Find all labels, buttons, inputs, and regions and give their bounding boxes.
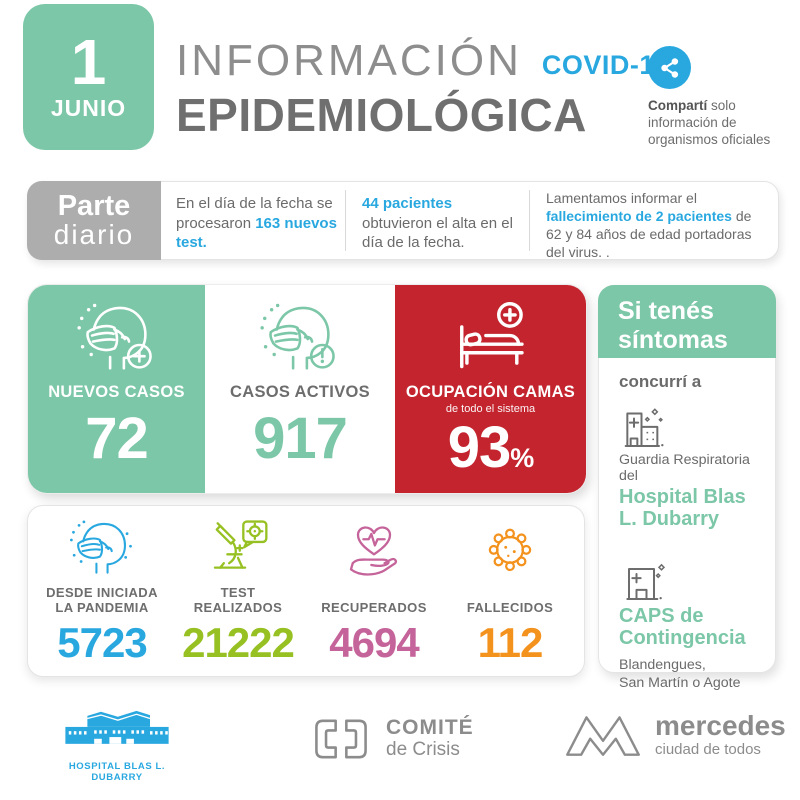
tests-text-pre: En el día de la fecha se procesaron <box>176 195 333 232</box>
comite-logo-icon <box>315 719 367 759</box>
masked-face-alert-icon <box>260 303 335 370</box>
date-box: 1 JUNIO <box>23 4 154 150</box>
page-title-regular: INFORMACIÓN <box>176 36 522 85</box>
mercedes-logo-icon <box>566 716 640 756</box>
mercedes-logo-line1: mercedes <box>655 710 786 742</box>
caps-detail-line1: Blandengues, <box>619 656 706 673</box>
virus-icon <box>488 528 532 572</box>
bed-occupancy-number: 93 <box>447 415 512 480</box>
pandemic-total-label-line1: DESDE INICIADA <box>46 584 158 600</box>
alta-text-highlight: 44 pacientes <box>362 195 453 212</box>
pandemic-total-label-line2: LA PANDEMIA <box>55 600 149 616</box>
daily-report-label-light: diario <box>53 219 135 250</box>
mercedes-logo: mercedes ciudad de todos <box>563 704 786 766</box>
deaths-text-post: de 62 y 84 años de edad portadoras del v… <box>546 207 752 260</box>
active-cases-label: CASOS ACTIVOS <box>230 383 370 401</box>
recovered-total-label: RECUPERADOS <box>321 582 427 616</box>
tests-text-highlight: 163 nuevos test. <box>176 214 337 252</box>
share-glyph <box>660 57 678 78</box>
daily-report-label-bold: Parte <box>57 190 131 222</box>
deaths-total-col: FALLECIDOS 112 <box>442 516 578 676</box>
caps-name-line2: Contingencia <box>619 627 746 650</box>
deaths-total-value: 112 <box>477 619 544 666</box>
active-cases-value: 917 <box>253 406 348 471</box>
hospital-logo-label: HOSPITAL BLAS L. DUBARRY <box>68 761 166 783</box>
guardia-name: Hospital Blas L. Dubarry <box>619 486 763 531</box>
tests-total-value: 21222 <box>182 619 295 666</box>
guardia-pretext: Guardia Respiratoria del <box>619 452 750 484</box>
symptoms-title-line2: síntomas <box>618 325 728 354</box>
pandemic-total-value: 5723 <box>57 619 147 666</box>
alta-text-post: obtuvieron el alta en el día de la fecha… <box>362 214 513 252</box>
share-icon <box>648 46 691 89</box>
caps-detail-line2: San Martín o Agote <box>619 675 741 692</box>
daily-report-label: Parte diario <box>27 181 161 260</box>
hospital-building-icon <box>624 408 664 447</box>
daily-report-alta-text: 44 pacientes obtuvieron el alta en el dí… <box>362 194 520 253</box>
title-block: INFORMACIÓN COVID-19 EPIDEMIOLÓGICA <box>176 36 670 142</box>
recovered-total-col: RECUPERADOS 4694 <box>306 516 442 676</box>
share-note-bold: Compartí <box>648 98 708 113</box>
daily-report-tests-text: En el día de la fecha se procesaron 163 … <box>176 194 340 253</box>
page-title-bold: EPIDEMIOLÓGICA <box>176 89 587 141</box>
bed-occupancy-label: OCUPACIÓN CAMAS <box>405 383 576 401</box>
daily-report-panel: Parte diario En el día de la fecha se pr… <box>27 181 779 260</box>
new-cases-label: NUEVOS CASOS <box>48 383 185 401</box>
recovered-total-value: 4694 <box>329 619 419 666</box>
symptoms-header: Si tenés síntomas <box>598 285 776 358</box>
active-cases-card: CASOS ACTIVOS 917 <box>205 285 395 493</box>
bed-occupancy-card: OCUPACIÓN CAMAS de todo el sistema 93% <box>395 285 586 493</box>
divider <box>345 190 346 251</box>
hospital-logo-icon <box>65 710 169 744</box>
totals-panel: DESDE INICIADA LA PANDEMIA 5723 <box>27 505 585 677</box>
heart-hand-icon <box>349 526 397 576</box>
mercedes-logo-line2: ciudad de todos <box>655 740 761 758</box>
hospital-bed-icon <box>459 302 524 369</box>
comite-logo: COMITÉ de Crisis <box>310 714 474 764</box>
caps-name: CAPS de Contingencia <box>619 605 763 650</box>
tests-total-label-line1: TEST <box>220 584 256 600</box>
deaths-text-pre: Lamentamos informar el <box>546 190 697 206</box>
deaths-total-label-line2: FALLECIDOS <box>466 600 554 616</box>
share-note-rest: solo información de organismos oficiales <box>648 98 771 147</box>
pandemic-total-label: DESDE INICIADA LA PANDEMIA <box>46 582 158 616</box>
daily-report-deaths-text: Lamentamos informar el fallecimiento de … <box>546 190 770 262</box>
tests-total-label-line2: REALIZADOS <box>193 600 283 616</box>
tests-total-label: TEST REALIZADOS <box>194 582 283 616</box>
caps-building-icon <box>626 563 666 600</box>
masked-face-plus-icon <box>76 303 152 370</box>
symptoms-title-line1: Si tenés <box>618 297 714 325</box>
date-month: JUNIO <box>50 94 127 121</box>
symptoms-intro: concurrí a <box>619 372 702 391</box>
recovered-total-label-line2: RECUPERADOS <box>321 600 427 616</box>
share-note: Compartí solo información de organismos … <box>648 97 790 148</box>
new-cases-card: NUEVOS CASOS 72 <box>28 285 205 493</box>
pandemic-total-col: DESDE INICIADA LA PANDEMIA 5723 <box>34 516 170 676</box>
microscope-icon <box>213 520 268 569</box>
comite-logo-line2: de Crisis <box>386 739 460 761</box>
caps-name-line1: CAPS de <box>619 604 704 627</box>
tests-total-col: TEST REALIZADOS 21222 <box>170 516 306 676</box>
bed-occupancy-value: 93% <box>448 419 535 477</box>
date-day: 1 <box>70 26 107 99</box>
new-cases-value: 72 <box>85 406 149 471</box>
main-stats-row: NUEVOS CASOS 72 <box>27 284 587 494</box>
deaths-text-highlight: fallecimiento de 2 pacientes <box>546 207 732 224</box>
comite-logo-line1: COMITÉ <box>386 715 474 739</box>
deaths-total-label: FALLECIDOS <box>467 582 553 616</box>
hospital-logo: HOSPITAL BLAS L. DUBARRY <box>50 708 184 783</box>
masked-face-icon <box>70 520 132 574</box>
caps-detail: Blandengues, San Martín o Agote <box>619 656 763 693</box>
guardia-name-line2: L. Dubarry <box>619 508 720 531</box>
bed-occupancy-unit: % <box>510 443 534 473</box>
symptoms-sidebar: Si tenés síntomas concurrí a <box>598 285 776 691</box>
divider <box>529 190 530 251</box>
bed-occupancy-sublabel: de todo el sistema <box>445 403 536 415</box>
guardia-name-line1: Hospital Blas <box>619 486 746 508</box>
